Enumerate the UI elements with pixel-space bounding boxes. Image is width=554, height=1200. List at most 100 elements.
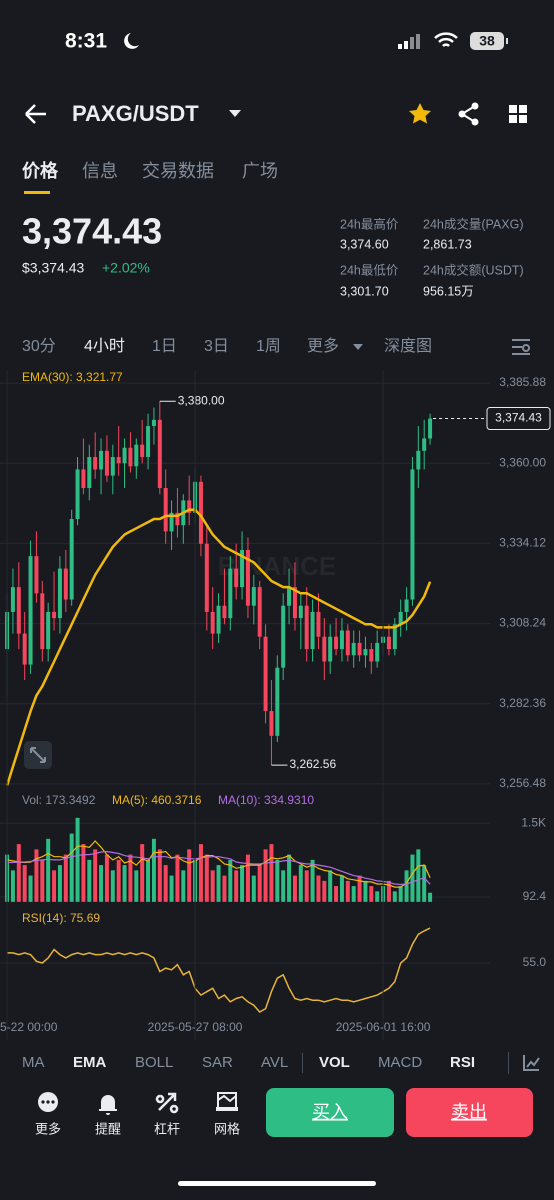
alert-action[interactable]	[99, 1095, 117, 1115]
candle-body	[99, 450, 104, 470]
favorite-star[interactable]	[409, 103, 431, 124]
buy-button[interactable]	[266, 1088, 394, 1137]
back-button[interactable]	[25, 104, 46, 124]
stat-label: 24h成交额(USDT)	[423, 262, 524, 277]
candle-body	[10, 587, 15, 612]
interval[interactable]: 3日	[204, 338, 229, 355]
x-tick-label: 2025-06-01 16:00	[336, 1020, 431, 1034]
candle-body	[304, 605, 309, 650]
y-tick-label: 3,334.12	[499, 536, 546, 550]
candle-body	[269, 711, 274, 736]
volume-bar	[334, 886, 339, 902]
volume-bar	[257, 865, 262, 902]
chart-settings[interactable]	[512, 339, 530, 355]
volume-bar	[422, 865, 427, 902]
volume-bar	[22, 865, 27, 902]
candle-body	[22, 633, 27, 665]
volume-bar	[151, 838, 156, 902]
stat-label: 24h成交量(PAXG)	[423, 216, 524, 231]
candle-body	[151, 419, 156, 427]
action-label[interactable]: 杠杆	[154, 1121, 180, 1136]
sell-button[interactable]	[406, 1088, 533, 1137]
interval[interactable]: 30分	[22, 337, 56, 355]
volume-bar	[181, 870, 186, 902]
sell-label[interactable]: 卖出	[451, 1102, 487, 1122]
action-label[interactable]: 网格	[214, 1121, 240, 1136]
candle-body	[275, 667, 280, 736]
interval[interactable]: 1日	[152, 338, 177, 355]
indicator-tab[interactable]: RSI	[450, 1054, 475, 1071]
indicator-tab[interactable]: AVL	[261, 1054, 288, 1071]
y-tick-label: 3,282.36	[499, 696, 546, 710]
pair-dropdown[interactable]	[229, 110, 241, 117]
volume-bar	[169, 875, 174, 902]
volume-bar	[240, 865, 245, 902]
more-action[interactable]	[38, 1092, 58, 1112]
tab[interactable]: 信息	[82, 161, 118, 181]
buy-label[interactable]: 买入	[312, 1102, 348, 1122]
interval[interactable]: 深度图	[384, 337, 432, 355]
y-tick-label: 3,308.24	[499, 616, 546, 630]
last-price-box	[486, 407, 551, 431]
indicator-tab[interactable]: EMA	[73, 1054, 107, 1071]
rsi-line	[7, 927, 431, 1013]
candle-body	[398, 611, 403, 625]
action-label[interactable]: 更多	[35, 1121, 61, 1136]
stat-value: 3,301.70	[340, 284, 389, 298]
volume-bar	[222, 875, 227, 902]
volume-bar	[234, 870, 239, 902]
pair-title[interactable]: PAXG/USDT	[72, 101, 199, 126]
expand-button[interactable]	[24, 741, 52, 769]
candle-body	[63, 568, 68, 600]
volume-bar	[245, 854, 250, 902]
candle-body	[240, 549, 245, 588]
more-dropdown[interactable]	[353, 344, 363, 350]
tab[interactable]: 价格	[22, 160, 59, 181]
indicator-tab[interactable]: VOL	[319, 1054, 350, 1071]
volume-bar	[357, 875, 362, 902]
candle-body	[422, 438, 427, 451]
interval[interactable]: 4小时	[84, 337, 125, 355]
candle-body	[310, 611, 315, 650]
last-price-label: 3,374.43	[495, 411, 542, 425]
volume-bar	[99, 865, 104, 902]
volume-bar	[369, 886, 374, 902]
volume-bar	[322, 880, 327, 902]
grid-action[interactable]	[216, 1092, 238, 1111]
volume-bar	[216, 865, 221, 902]
volume-bar	[16, 844, 21, 902]
ema-label: EMA(30): 3,321.77	[22, 370, 123, 384]
candle-body	[322, 636, 327, 662]
action-label[interactable]: 提醒	[95, 1121, 121, 1136]
layout-button[interactable]	[509, 105, 527, 123]
volume-bar	[128, 854, 133, 902]
volume-bar	[28, 875, 33, 902]
tab[interactable]: 广场	[242, 161, 278, 181]
ma-line	[7, 850, 431, 886]
signal-icon	[398, 34, 420, 49]
battery-level: 38	[479, 33, 495, 49]
candle-body	[369, 649, 374, 662]
annotation-label: 3,380.00	[178, 393, 225, 407]
interval[interactable]: 更多	[307, 337, 339, 355]
candle-body	[345, 630, 350, 656]
candle-body	[198, 481, 203, 544]
volume-bar	[175, 854, 180, 902]
volume-bar	[81, 844, 86, 902]
volume-bar	[428, 892, 433, 902]
indicator-tab[interactable]: MA	[22, 1054, 45, 1071]
candle-body	[281, 605, 286, 668]
volume-bar	[416, 849, 421, 902]
indicator-settings[interactable]	[523, 1055, 540, 1071]
volume-bar	[146, 859, 151, 902]
tab[interactable]: 交易数据	[142, 161, 214, 181]
volume-bar	[404, 870, 409, 902]
share-button[interactable]	[458, 102, 479, 126]
leverage-action[interactable]	[155, 1092, 179, 1114]
indicator-tab[interactable]: MACD	[378, 1054, 422, 1071]
indicator-tab[interactable]: SAR	[202, 1054, 233, 1071]
candle-body	[363, 649, 368, 656]
interval[interactable]: 1周	[256, 338, 281, 355]
volume-bar	[328, 870, 333, 902]
indicator-tab[interactable]: BOLL	[135, 1054, 173, 1071]
